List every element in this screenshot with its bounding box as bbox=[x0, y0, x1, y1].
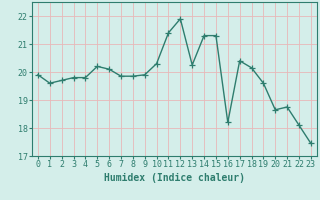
X-axis label: Humidex (Indice chaleur): Humidex (Indice chaleur) bbox=[104, 173, 245, 183]
